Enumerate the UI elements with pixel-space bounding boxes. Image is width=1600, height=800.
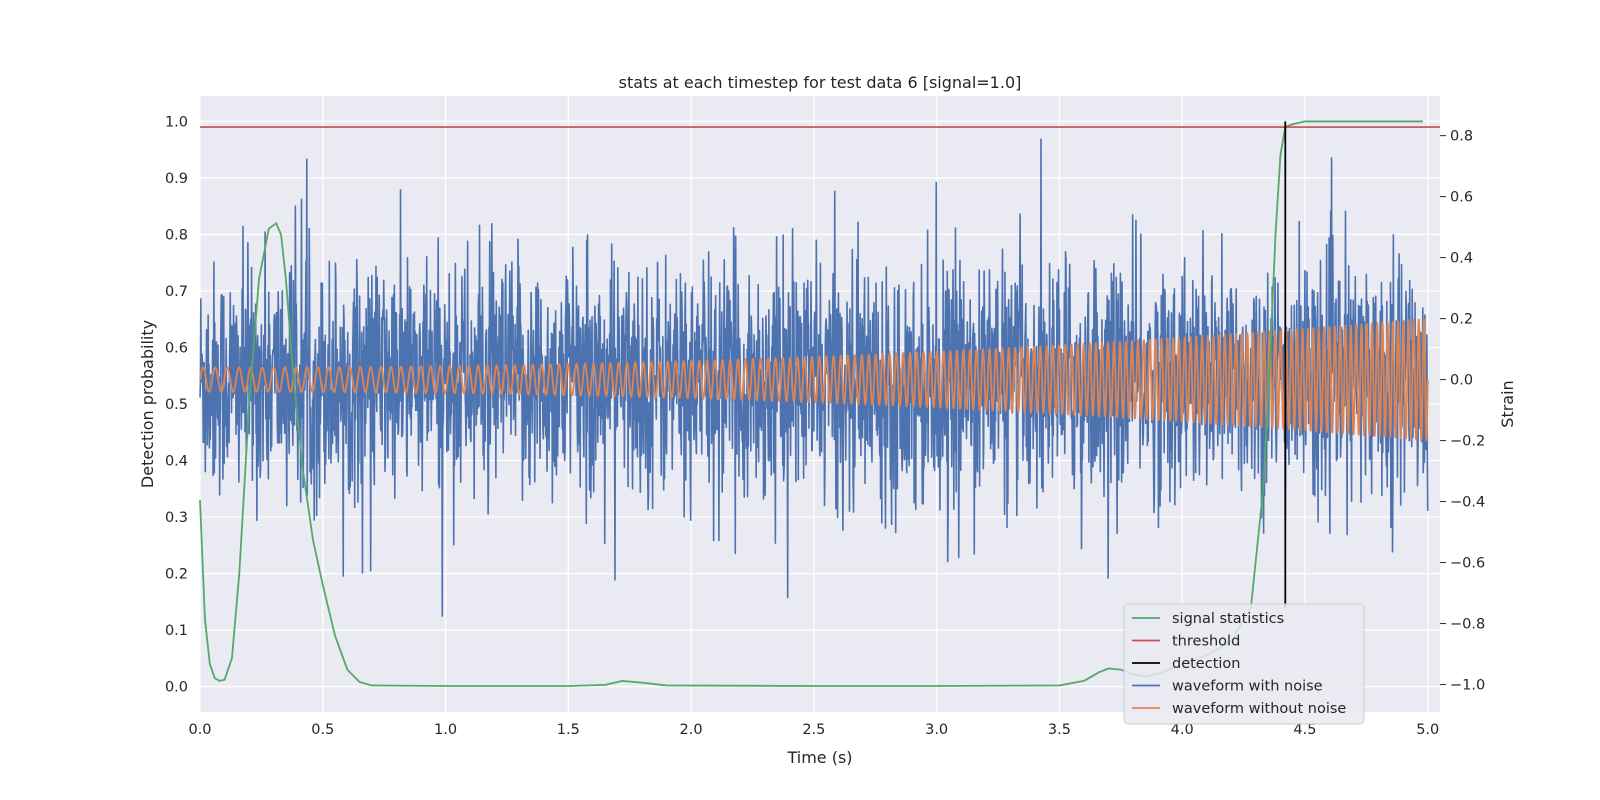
- y2-tick-label: 0.8: [1450, 129, 1473, 145]
- x-tick-labels: 0.0 0.5 1.0 1.5 2.0 2.5 3.0 3.5 4.0 4.5 5.0: [188, 722, 1439, 738]
- legend-label: threshold: [1172, 634, 1240, 650]
- y-tick-label: 0.8: [165, 227, 188, 243]
- x-tick-label: 3.5: [1048, 722, 1071, 738]
- x-tick-label: 1.0: [434, 722, 457, 738]
- y-axis-label: Detection probability: [138, 320, 157, 488]
- y-tick-label: 1.0: [165, 114, 188, 130]
- legend-label: detection: [1172, 656, 1240, 672]
- legend-label: waveform without noise: [1172, 701, 1346, 717]
- y2-tick-label: 0.6: [1450, 190, 1473, 206]
- y-tick-label: 0.5: [165, 397, 188, 413]
- series-waveform-without-noise: [199, 318, 1429, 442]
- x-tick-label: 2.0: [680, 722, 703, 738]
- x-tick-label: 0.0: [188, 722, 211, 738]
- y-tick-label: 0.2: [165, 567, 188, 583]
- y2-tick-label: −0.2: [1450, 434, 1485, 450]
- x-tick-label: 2.5: [802, 722, 825, 738]
- y2-tick-label: −0.4: [1450, 495, 1485, 511]
- y2-tick-label: 0.4: [1450, 251, 1473, 267]
- x-tick-label: 4.0: [1171, 722, 1194, 738]
- x-tick-label: 4.5: [1293, 722, 1316, 738]
- y2-tick-label: −0.6: [1450, 556, 1485, 572]
- y-tick-labels: 0.0 0.1 0.2 0.3 0.4 0.5 0.6 0.7 0.8 0.9 1.0: [165, 114, 188, 695]
- x-tick-label: 5.0: [1416, 722, 1439, 738]
- y-tick-label: 0.7: [165, 284, 188, 300]
- y-tick-label: 0.9: [165, 171, 188, 187]
- y2-tick-labels: −1.0 −0.8 −0.6 −0.4 −0.2 0.0 0.2 0.4 0.6 0.8: [1440, 129, 1485, 694]
- legend: signal statistics threshold detection wavef…: [1123, 603, 1365, 725]
- y-tick-label: 0.4: [165, 454, 188, 470]
- x-axis-label: Time (s): [786, 748, 852, 767]
- x-tick-label: 0.5: [311, 722, 334, 738]
- x-tick-label: 3.0: [925, 722, 948, 738]
- waveform-without-noise-line: [199, 318, 1429, 442]
- y-tick-label: 0.3: [165, 510, 188, 526]
- y-tick-label: 0.0: [165, 680, 188, 696]
- legend-label: waveform with noise: [1172, 679, 1323, 695]
- legend-label: signal statistics: [1172, 611, 1284, 627]
- x-tick-label: 1.5: [557, 722, 580, 738]
- y-tick-label: 0.1: [165, 623, 188, 639]
- y-tick-label: 0.6: [165, 340, 188, 356]
- y2-tick-label: −1.0: [1450, 678, 1485, 694]
- legend-box: [1123, 603, 1365, 725]
- chart-title: stats at each timestep for test data 6 […: [619, 73, 1022, 92]
- y2-tick-label: 0.2: [1450, 312, 1473, 328]
- y2-tick-label: −0.8: [1450, 617, 1485, 633]
- y2-axis-label: Strain: [1498, 380, 1517, 427]
- y2-tick-label: 0.0: [1450, 373, 1473, 389]
